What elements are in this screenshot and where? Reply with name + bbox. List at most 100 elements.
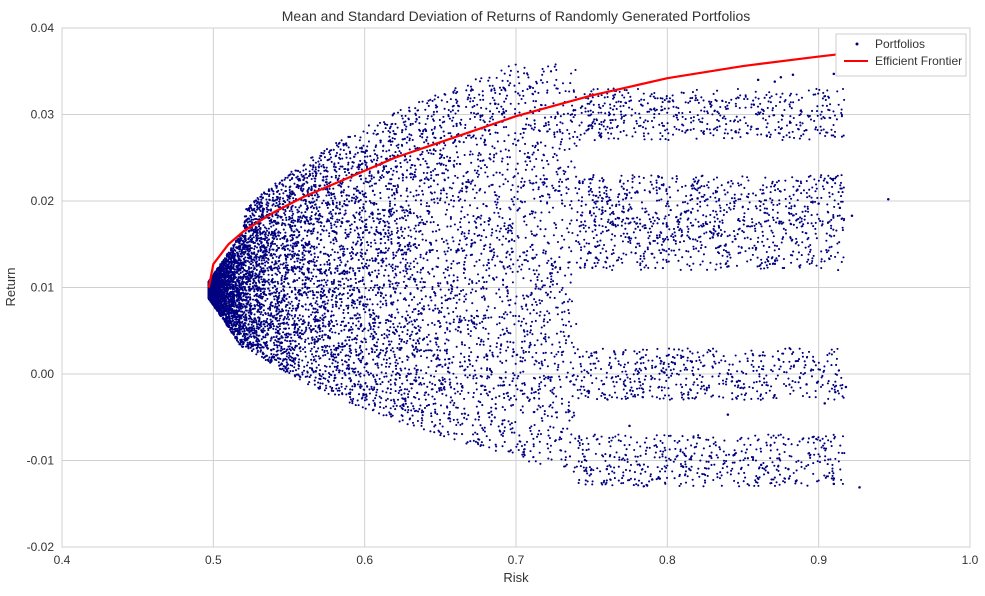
portfolio-point (330, 213, 332, 215)
portfolio-point (429, 381, 431, 383)
portfolio-point (388, 149, 390, 151)
portfolio-point (355, 198, 357, 200)
portfolio-point (804, 215, 806, 217)
portfolio-point (521, 306, 523, 308)
portfolio-point (531, 392, 533, 394)
portfolio-point (645, 450, 647, 452)
portfolio-point (604, 210, 606, 212)
portfolio-point (338, 175, 340, 177)
portfolio-point (526, 308, 528, 310)
portfolio-point (336, 202, 338, 204)
portfolio-point (716, 473, 718, 475)
portfolio-point (658, 373, 660, 375)
portfolio-point (739, 220, 741, 222)
portfolio-point (487, 176, 489, 178)
portfolio-point (270, 234, 272, 236)
portfolio-point (358, 320, 360, 322)
portfolio-point (755, 223, 757, 225)
portfolio-point (531, 244, 533, 246)
portfolio-point (475, 222, 477, 224)
portfolio-point (385, 391, 387, 393)
portfolio-point (392, 287, 394, 289)
portfolio-point (297, 220, 299, 222)
portfolio-point (651, 138, 653, 140)
portfolio-point (565, 179, 567, 181)
portfolio-point (454, 392, 456, 394)
portfolio-point (836, 242, 838, 244)
portfolio-point (733, 205, 735, 207)
portfolio-point (342, 255, 344, 257)
portfolio-point (723, 440, 725, 442)
portfolio-point (416, 284, 418, 286)
portfolio-point (762, 354, 764, 356)
portfolio-point (370, 245, 372, 247)
portfolio-point (649, 390, 651, 392)
portfolio-point (701, 121, 703, 123)
portfolio-point (538, 398, 540, 400)
portfolio-point (434, 304, 436, 306)
portfolio-point (532, 189, 534, 191)
portfolio-point (514, 91, 516, 93)
portfolio-point (253, 329, 255, 331)
portfolio-point (432, 309, 434, 311)
portfolio-point (729, 257, 731, 259)
portfolio-point (374, 363, 376, 365)
portfolio-point (461, 247, 463, 249)
portfolio-point (790, 198, 792, 200)
portfolio-point (687, 231, 689, 233)
portfolio-point (531, 389, 533, 391)
portfolio-point (788, 384, 790, 386)
portfolio-point (464, 235, 466, 237)
portfolio-point (468, 283, 470, 285)
portfolio-point (747, 437, 749, 439)
portfolio-point (799, 348, 801, 350)
portfolio-point (346, 198, 348, 200)
portfolio-point (463, 141, 465, 143)
portfolio-point (814, 201, 816, 203)
portfolio-point (395, 265, 397, 267)
portfolio-point (752, 360, 754, 362)
portfolio-point (307, 383, 309, 385)
portfolio-point (437, 282, 439, 284)
portfolio-point (834, 389, 836, 391)
portfolio-point (475, 137, 477, 139)
portfolio-point (324, 313, 326, 315)
portfolio-point (479, 188, 481, 190)
portfolio-point (749, 226, 751, 228)
portfolio-point (800, 135, 802, 137)
portfolio-point (287, 324, 289, 326)
portfolio-point (807, 441, 809, 443)
portfolio-point (428, 152, 430, 154)
portfolio-point (598, 259, 600, 261)
portfolio-point (840, 112, 842, 114)
portfolio-point (824, 459, 826, 461)
portfolio-point (516, 377, 518, 379)
portfolio-point (412, 123, 414, 125)
portfolio-point (268, 252, 270, 254)
portfolio-point (336, 240, 338, 242)
portfolio-point (349, 151, 351, 153)
portfolio-point (739, 128, 741, 130)
portfolio-point (520, 325, 522, 327)
portfolio-point (479, 322, 481, 324)
portfolio-point (450, 225, 452, 227)
portfolio-point (590, 473, 592, 475)
portfolio-point (481, 321, 483, 323)
portfolio-point (722, 222, 724, 224)
portfolio-point (756, 390, 758, 392)
portfolio-point (476, 192, 478, 194)
portfolio-point (606, 267, 608, 269)
portfolio-point (611, 269, 613, 271)
portfolio-point (470, 86, 472, 88)
portfolio-point (334, 272, 336, 274)
portfolio-point (557, 366, 559, 368)
portfolio-point (245, 208, 247, 210)
portfolio-point (664, 394, 666, 396)
portfolio-point (530, 280, 532, 282)
portfolio-point (777, 375, 779, 377)
portfolio-point (395, 368, 397, 370)
portfolio-point (279, 232, 281, 234)
portfolio-point (296, 209, 298, 211)
portfolio-point (268, 356, 270, 358)
portfolio-point (555, 224, 557, 226)
